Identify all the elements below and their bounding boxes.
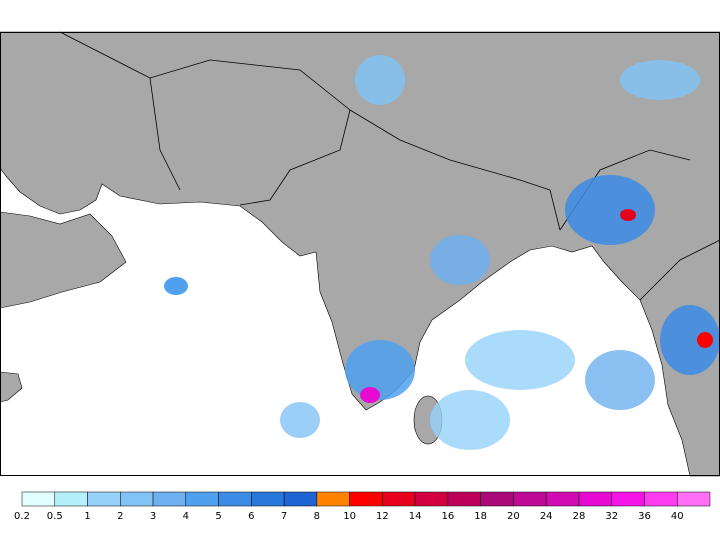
colorbar-box <box>513 491 547 507</box>
colorbar-label: 24 <box>540 511 553 522</box>
colorbar-box <box>382 491 416 507</box>
colorbar-label: 4 <box>183 511 189 522</box>
land <box>0 31 720 477</box>
colorbar-label: 16 <box>442 511 455 522</box>
precip-cell <box>620 209 636 221</box>
colorbar-label: 14 <box>409 511 422 522</box>
precip-cell <box>430 390 510 450</box>
precip-cell <box>430 235 490 285</box>
colorbar-box <box>349 491 383 507</box>
precip-cell <box>355 55 405 105</box>
colorbar-label: 20 <box>507 511 520 522</box>
border <box>349 109 561 231</box>
colorbar-box <box>283 491 318 507</box>
border <box>149 77 181 191</box>
precip-cell <box>360 387 380 403</box>
colorbar-label: 2 <box>117 511 123 522</box>
precip-cell <box>164 277 188 295</box>
colorbar-box <box>414 491 449 507</box>
colorbar-box <box>316 491 350 507</box>
precip-cell <box>697 332 713 348</box>
border <box>639 239 720 301</box>
land <box>0 371 23 403</box>
colorbar-label: 0.5 <box>47 511 63 522</box>
colorbar-label: 0.2 <box>14 511 30 522</box>
colorbar: 0.2 0.5 1 2 3 4 5 6 7 8 10 12 14 16 18 20 24 28 32 36 40 <box>14 491 711 522</box>
colorbar-box <box>21 491 56 507</box>
precip-cells <box>164 55 720 450</box>
colorbar-label: 28 <box>573 511 586 522</box>
precip-cell <box>660 305 720 375</box>
colorbar-box <box>545 491 580 507</box>
colorbar-box <box>120 491 154 507</box>
precip-cell <box>280 402 320 438</box>
colorbar-label: 40 <box>671 511 684 522</box>
colorbar-label: 32 <box>605 511 618 522</box>
land <box>0 211 127 309</box>
colorbar-box <box>87 491 121 507</box>
colorbar-box <box>611 491 645 507</box>
precip-cell <box>585 350 655 410</box>
colorbar-box <box>218 491 252 507</box>
colorbar-box <box>54 491 88 507</box>
colorbar-label: 3 <box>150 511 156 522</box>
colorbar-label: 5 <box>215 511 221 522</box>
map <box>0 31 720 477</box>
colorbar-label: 6 <box>248 511 254 522</box>
colorbar-box <box>152 491 187 507</box>
borders <box>59 31 720 301</box>
precip-cell <box>465 330 575 390</box>
precip-cell <box>565 175 655 245</box>
colorbar-box <box>578 491 612 507</box>
colorbar-box <box>676 491 711 507</box>
colorbar-box <box>447 491 481 507</box>
precip-cell <box>345 340 415 400</box>
colorbar-label: 1 <box>84 511 90 522</box>
colorbar-box <box>480 491 514 507</box>
colorbar-label: 8 <box>314 511 320 522</box>
colorbar-box <box>251 491 285 507</box>
colorbar-label: 18 <box>474 511 487 522</box>
colorbar-box <box>644 491 678 507</box>
precip-cell <box>620 60 700 100</box>
colorbar-label: 7 <box>281 511 287 522</box>
colorbar-label: 10 <box>343 511 356 522</box>
colorbar-box <box>185 491 219 507</box>
colorbar-label: 12 <box>376 511 389 522</box>
colorbar-label: 36 <box>638 511 651 522</box>
